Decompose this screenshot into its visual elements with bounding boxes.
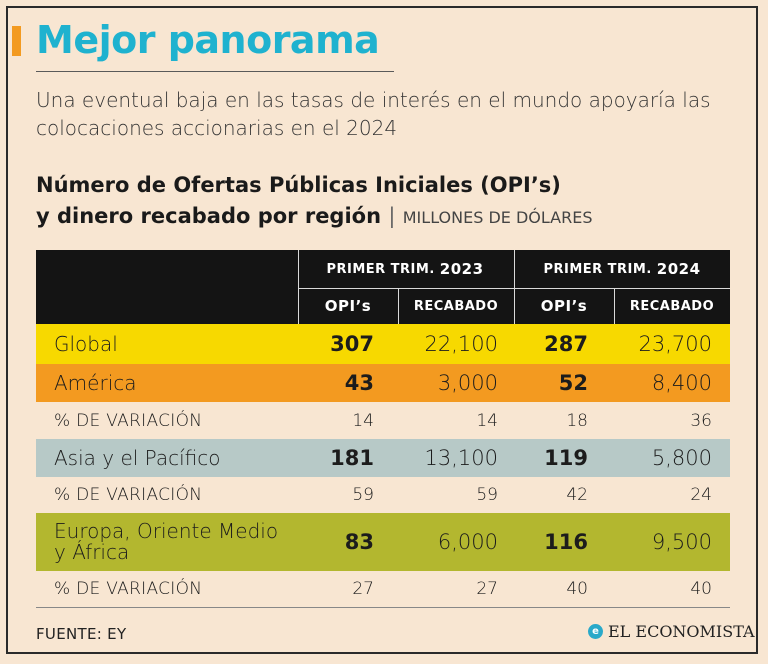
recabado-2024: 9,500 xyxy=(651,530,712,554)
variation-opis-2023: 27 xyxy=(352,579,374,599)
table-row-europa: Europa, Oriente Medio y África 83 6,000 … xyxy=(36,513,730,571)
table-header-periods: PRIMER TRIM. 2023 PRIMER TRIM. 2024 xyxy=(36,250,730,288)
period-2024: PRIMER TRIM. 2024 xyxy=(514,250,730,288)
col-opis-2024: OPI’s xyxy=(540,297,588,315)
title-underline xyxy=(36,71,394,72)
recabado-2023: 13,100 xyxy=(424,446,498,470)
period-2023-label: PRIMER TRIM. xyxy=(326,261,435,277)
opis-2023: 43 xyxy=(344,371,374,395)
variation-recabado-2024: 40 xyxy=(690,579,712,599)
publisher-logo: e EL ECONOMISTA xyxy=(588,622,755,641)
header-divider xyxy=(614,288,615,324)
recabado-2024: 8,400 xyxy=(651,371,712,395)
page-title: Mejor panorama xyxy=(36,18,380,62)
table-unit: MILLONES DE DÓLARES xyxy=(402,208,593,227)
recabado-2023: 22,100 xyxy=(424,332,498,356)
row-label: % DE VARIACIÓN xyxy=(54,485,203,505)
header-divider xyxy=(514,288,515,324)
variation-recabado-2024: 24 xyxy=(690,485,712,505)
opis-2024: 116 xyxy=(544,530,588,554)
table-title-line2: y dinero recabado por región xyxy=(36,204,382,228)
header-divider xyxy=(298,250,299,288)
table-header-columns: OPI’s RECABADO OPI’s RECABADO xyxy=(36,288,730,324)
table-row-variation: % DE VARIACIÓN 59 59 42 24 xyxy=(36,477,730,514)
opis-2024: 119 xyxy=(544,446,588,470)
variation-opis-2024: 42 xyxy=(566,485,588,505)
table-row-asia: Asia y el Pacífico 181 13,100 119 5,800 xyxy=(36,439,730,477)
variation-recabado-2023: 14 xyxy=(476,410,498,431)
subtitle: Una eventual baja en las tasas de interé… xyxy=(36,88,711,140)
opis-2023: 83 xyxy=(344,530,374,554)
publisher-logo-icon: e xyxy=(588,624,603,639)
table-row-america: América 43 3,000 52 8,400 xyxy=(36,364,730,402)
period-2023: PRIMER TRIM. 2023 xyxy=(298,250,512,288)
recabado-2024: 5,800 xyxy=(651,446,712,470)
variation-opis-2024: 40 xyxy=(566,579,588,599)
table-row-variation: % DE VARIACIÓN 27 27 40 40 xyxy=(36,571,730,608)
row-label: Asia y el Pacífico xyxy=(54,446,221,470)
table-title: Número de Ofertas Públicas Iniciales (OP… xyxy=(36,170,756,233)
period-2024-label: PRIMER TRIM. xyxy=(543,261,652,277)
col-recabado-2023: RECABADO xyxy=(413,298,499,314)
row-label: Global xyxy=(54,332,118,356)
table-title-separator: | xyxy=(388,204,396,228)
row-label: % DE VARIACIÓN xyxy=(54,410,203,431)
header-divider xyxy=(514,250,515,288)
row-label: Europa, Oriente Medio y África xyxy=(54,519,279,564)
recabado-2023: 3,000 xyxy=(437,371,498,395)
variation-recabado-2023: 59 xyxy=(476,485,498,505)
header-divider xyxy=(298,288,299,324)
period-2024-year: 2024 xyxy=(656,260,701,278)
publisher-logo-text: EL ECONOMISTA xyxy=(608,622,755,641)
title-accent-bar xyxy=(12,26,21,56)
variation-opis-2023: 59 xyxy=(352,485,374,505)
variation-recabado-2023: 27 xyxy=(476,579,498,599)
recabado-2023: 6,000 xyxy=(437,530,498,554)
table-row-variation: % DE VARIACIÓN 14 14 18 36 xyxy=(36,402,730,440)
row-label: América xyxy=(54,371,137,395)
opis-2023: 181 xyxy=(330,446,374,470)
opis-2024: 287 xyxy=(544,332,588,356)
recabado-2024: 23,700 xyxy=(638,332,712,356)
row-label: % DE VARIACIÓN xyxy=(54,579,203,599)
period-2023-year: 2023 xyxy=(439,260,484,278)
variation-opis-2024: 18 xyxy=(566,410,588,431)
col-recabado-2024: RECABADO xyxy=(629,298,715,314)
source-note: FUENTE: EY xyxy=(36,625,127,643)
variation-recabado-2024: 36 xyxy=(690,410,712,431)
opis-2024: 52 xyxy=(558,371,588,395)
col-opis-2023: OPI’s xyxy=(324,297,372,315)
table-title-line1: Número de Ofertas Públicas Iniciales (OP… xyxy=(36,173,561,197)
variation-opis-2023: 14 xyxy=(352,410,374,431)
header-divider xyxy=(398,288,399,324)
opis-2023: 307 xyxy=(330,332,374,356)
table-row-global: Global 307 22,100 287 23,700 xyxy=(36,324,730,364)
